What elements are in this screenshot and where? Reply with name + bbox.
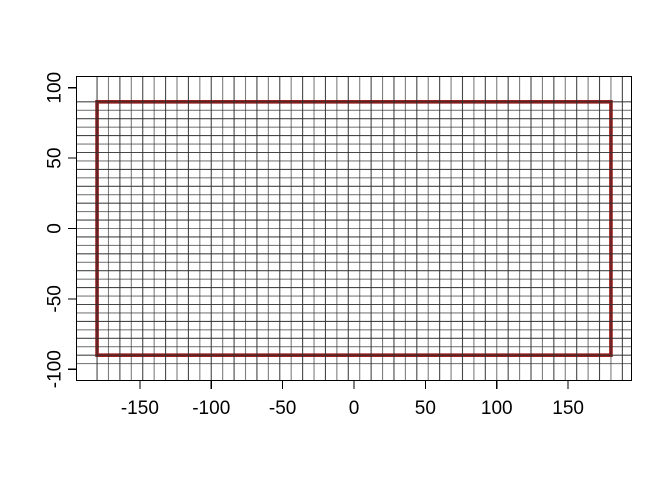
x-axis-tick-label: 150: [552, 398, 584, 419]
x-axis-tick-label: 0: [349, 398, 360, 419]
y-axis-tick-label: -50: [45, 285, 66, 312]
x-axis-tick-label: 100: [481, 398, 513, 419]
x-axis-tick-label: -50: [269, 398, 296, 419]
x-axis-tick-label: -150: [121, 398, 159, 419]
x-axis-tick-label: -100: [192, 398, 230, 419]
y-axis-tick-label: -100: [45, 350, 66, 388]
y-axis-tick-label: 50: [45, 148, 66, 169]
x-axis-tick-label: 50: [415, 398, 436, 419]
y-axis-tick-label: 100: [45, 72, 66, 104]
y-axis-tick-label: 0: [45, 223, 66, 234]
